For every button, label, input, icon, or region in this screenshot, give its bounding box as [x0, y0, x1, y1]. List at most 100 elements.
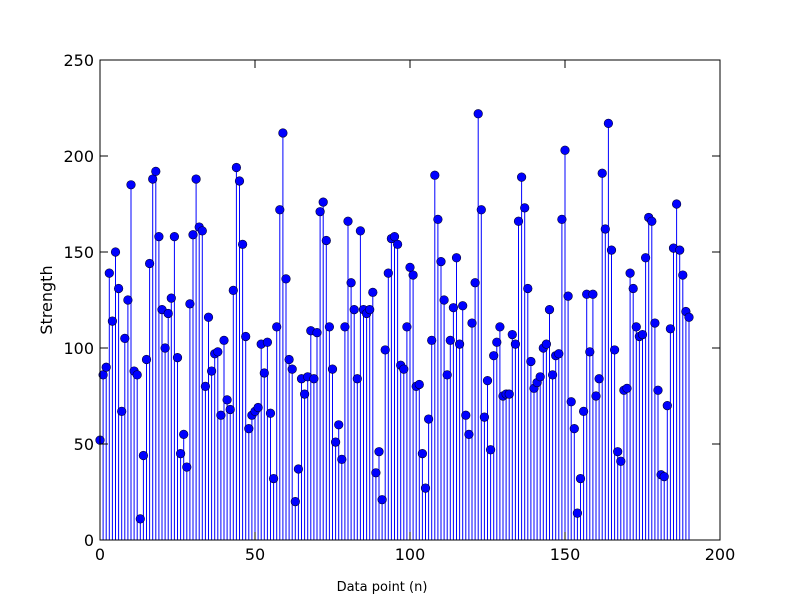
stem-marker — [513, 216, 524, 226]
stem-marker — [145, 258, 155, 269]
stem-marker — [557, 214, 567, 224]
stem-marker — [253, 402, 263, 413]
stem-marker — [430, 170, 440, 180]
stem-marker — [368, 287, 378, 297]
stem-marker — [684, 312, 694, 322]
stem-marker — [482, 376, 493, 386]
stem-marker — [492, 337, 502, 347]
stem-marker — [275, 205, 285, 215]
stem-marker — [141, 354, 152, 365]
x-axis-label: Data point (n) — [337, 580, 428, 595]
stem-marker — [433, 214, 443, 224]
stem-marker — [179, 429, 189, 440]
stem-marker — [293, 464, 304, 474]
stem-marker — [290, 497, 300, 507]
stem-marker — [616, 456, 626, 466]
stem-marker — [120, 333, 130, 344]
stem-marker — [399, 364, 409, 374]
stem-marker — [417, 449, 428, 459]
stem-marker — [216, 410, 226, 420]
stem-marker — [606, 245, 617, 255]
stem-marker — [135, 514, 145, 524]
stem-marker — [265, 408, 276, 418]
stem-marker — [244, 424, 254, 434]
stem-marker — [572, 508, 583, 518]
stem-marker — [442, 370, 452, 380]
stem-marker — [383, 268, 393, 278]
stem-marker — [110, 247, 121, 257]
stem-marker — [473, 109, 483, 119]
stem-marker — [464, 429, 474, 440]
x-tick-label: 50 — [245, 545, 265, 564]
stem-marker — [287, 364, 297, 374]
stem-marker — [622, 383, 632, 393]
stem-marker — [476, 205, 486, 215]
stem-marker — [560, 145, 570, 155]
stem-marker — [117, 406, 127, 416]
stem-marker — [405, 262, 415, 272]
stem-marker — [625, 268, 635, 278]
stem-marker — [107, 316, 117, 326]
stem-marker — [126, 180, 136, 190]
y-axis-ticks: 0 50 100 150 200 250 — [63, 51, 720, 550]
x-tick-label: 0 — [95, 545, 105, 564]
stem-marker — [603, 118, 614, 128]
stem-marker — [594, 374, 604, 384]
stem-marker — [281, 274, 291, 284]
stem-marker — [671, 199, 682, 209]
stem-marker — [547, 370, 558, 380]
stem-marker — [414, 379, 424, 390]
x-tick-label: 200 — [705, 545, 736, 564]
y-tick-label: 0 — [84, 531, 94, 550]
stem-marker — [241, 331, 251, 342]
stem-marker — [234, 176, 245, 186]
stem-marker — [659, 472, 669, 482]
stem-marker — [104, 268, 114, 278]
stem-marker — [176, 449, 186, 459]
stem-marker — [458, 301, 468, 311]
stem-marker — [510, 339, 521, 349]
stem-marker — [346, 278, 356, 288]
stem-marker — [203, 312, 214, 322]
stem-marker — [566, 397, 576, 407]
stem-marker — [318, 197, 328, 207]
stem-marker — [160, 343, 170, 353]
stem-marker — [637, 329, 648, 340]
stem-marker — [495, 322, 505, 332]
stem-marker — [284, 354, 294, 365]
stem-marker — [445, 335, 455, 345]
stem-marker — [479, 412, 490, 422]
stem-marker — [324, 322, 335, 332]
stem-marker — [213, 347, 223, 357]
stem-marker — [269, 473, 279, 484]
stem-marker — [520, 203, 530, 213]
stem-marker — [191, 174, 201, 184]
stem-marker — [222, 395, 232, 405]
stem-marker — [163, 308, 173, 319]
stem-marker — [439, 295, 449, 305]
stem-marker — [554, 349, 564, 359]
stem-marker — [461, 410, 471, 420]
stem-marker — [402, 322, 412, 332]
stem-marker — [526, 356, 536, 367]
stem-marker — [507, 329, 517, 340]
stem-marker — [448, 303, 459, 313]
stem-marker — [393, 239, 403, 249]
stem-marker — [436, 257, 446, 267]
stem-marker — [185, 299, 195, 309]
stem-marker — [113, 283, 124, 294]
stem-marker — [315, 207, 325, 217]
stem-marker — [516, 172, 527, 182]
stem-marker — [228, 285, 238, 296]
stem-marker — [337, 454, 347, 464]
stem-marker — [455, 339, 465, 349]
stem-marker — [665, 324, 676, 334]
stem-marker — [349, 305, 359, 315]
stem-marker — [377, 495, 387, 505]
stem-marker — [678, 270, 688, 280]
stem-marker — [154, 232, 164, 242]
stem-marker — [371, 468, 381, 478]
stem-marker — [631, 322, 641, 332]
stem-marker — [467, 318, 477, 328]
